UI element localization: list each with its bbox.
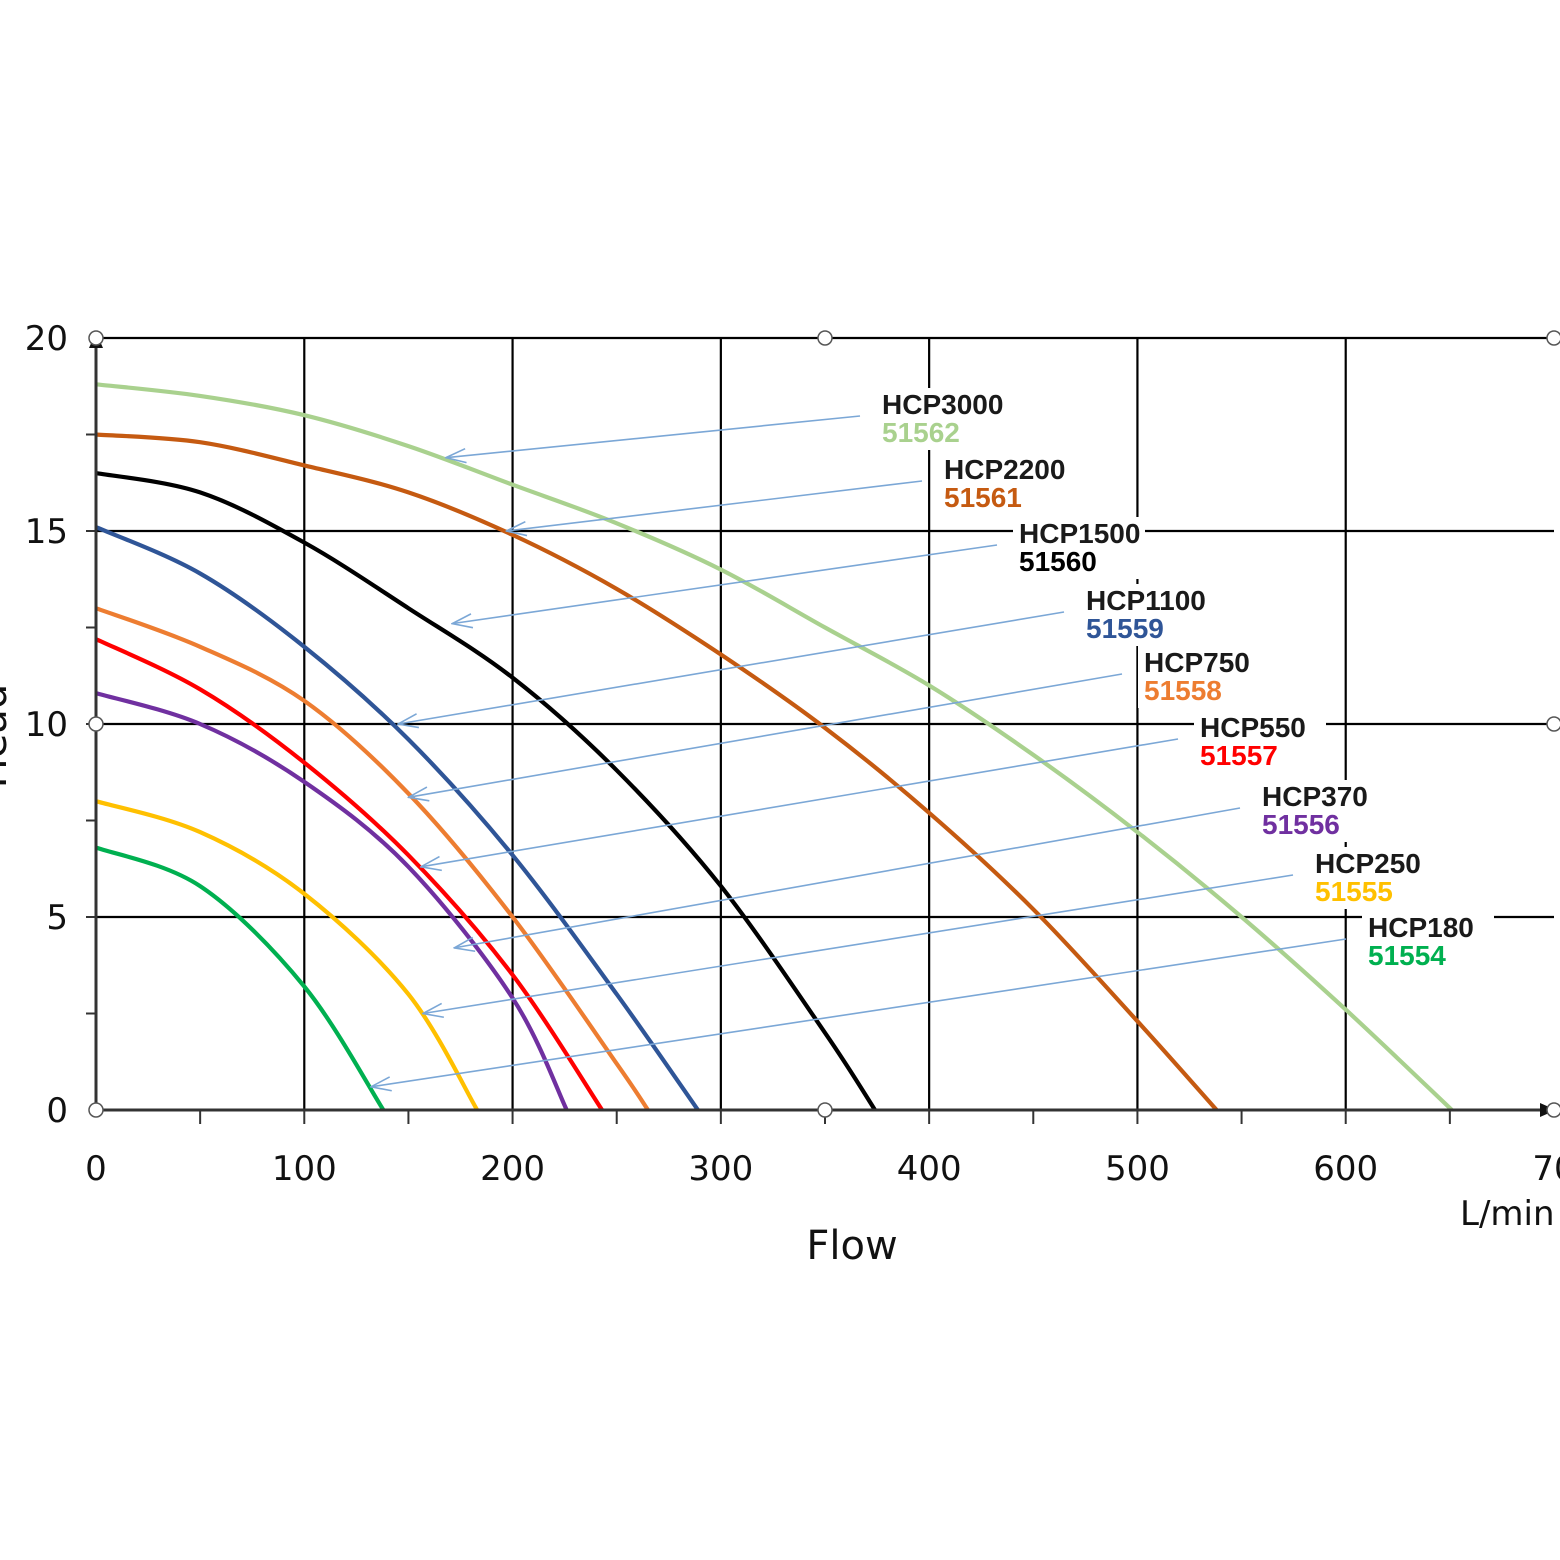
x-tick-label: 400 [897,1149,962,1189]
label-backing [1309,847,1441,909]
curve-hcp3000 [95,382,1454,1112]
x-tick-label: 500 [1105,1149,1170,1189]
series-code-label: 51561 [944,482,1022,513]
selection-handle [1546,330,1560,346]
series-model-label: HCP180 [1368,912,1474,943]
label-backing [1194,711,1326,773]
series-code-label: 51556 [1262,809,1340,840]
series-model-label: HCP550 [1200,712,1306,743]
selection-handle [817,330,833,346]
series-model-label: HCP370 [1262,781,1368,812]
label-backing [1080,584,1212,646]
series-model-label: HCP2200 [944,454,1065,485]
series-model-label: HCP3000 [882,389,1003,420]
x-axis-unit: L/min [1460,1194,1555,1234]
x-tick-label: 70 [1532,1149,1560,1189]
series-code-label: 51555 [1315,876,1393,907]
y-tick-label: 20 [25,319,68,359]
y-tick-label: 10 [25,705,68,745]
selection-handle [88,1102,104,1118]
leader-arrow-hcp250 [423,874,1294,1014]
y-tick-label: 15 [25,512,68,552]
grid-lines [96,336,1554,1110]
selection-handle [88,716,104,732]
series-code-label: 51557 [1200,740,1278,771]
selection-handle [1546,1102,1560,1118]
curve-hcp1500 [95,471,877,1112]
y-tick-label: 5 [46,898,68,938]
tick-labels: 01002003004005006007005101520 [25,319,1560,1189]
leader-arrow-hcp3000 [446,415,861,458]
leader-arrow-hcp1100 [398,611,1065,724]
series-code-label: 51559 [1086,613,1164,644]
leader-arrow-hcp1500 [452,544,998,624]
leader-arrow-hcp550 [421,738,1179,867]
curve-hcp180 [95,845,386,1112]
x-tick-label: 0 [85,1149,107,1189]
leader-arrows [371,415,1347,1087]
label-backing [876,388,1008,450]
series-code-label: 51562 [882,417,960,448]
selection-handle [817,1102,833,1118]
curve-hcp550 [95,637,604,1112]
label-backing [1256,780,1388,842]
series-code-label: 51558 [1144,675,1222,706]
leader-arrow-hcp750 [408,673,1123,797]
leader-arrow-hcp180 [371,938,1347,1087]
x-tick-label: 100 [272,1149,337,1189]
x-tick-label: 300 [688,1149,753,1189]
leader-arrow-hcp2200 [506,480,923,531]
y-axis-title: Head [0,684,16,789]
series-code-label: 51554 [1368,940,1446,971]
label-backing [1362,911,1494,973]
pump-curves [95,382,1454,1112]
curve-hcp750 [95,606,650,1112]
axes [86,332,1556,1124]
series-model-label: HCP1100 [1086,585,1206,616]
series-model-label: HCP1500 [1019,518,1140,549]
selection-handle [88,330,104,346]
curve-hcp2200 [95,432,1219,1112]
label-backing [1138,646,1270,708]
selection-handles [88,330,1560,1118]
x-tick-label: 600 [1313,1149,1378,1189]
label-backing [1013,517,1145,579]
leader-arrow-hcp370 [454,807,1241,948]
series-code-label: 51560 [1019,546,1097,577]
curve-hcp370 [95,691,569,1111]
x-tick-label: 200 [480,1149,545,1189]
label-backing [938,453,1070,515]
series-model-label: HCP750 [1144,647,1250,678]
curve-hcp250 [95,799,480,1112]
series-model-label: HCP250 [1315,848,1421,879]
selection-handle [1546,716,1560,732]
y-tick-label: 0 [46,1091,68,1131]
x-axis-title: Flow [806,1223,897,1269]
curve-hcp1100 [95,525,700,1112]
